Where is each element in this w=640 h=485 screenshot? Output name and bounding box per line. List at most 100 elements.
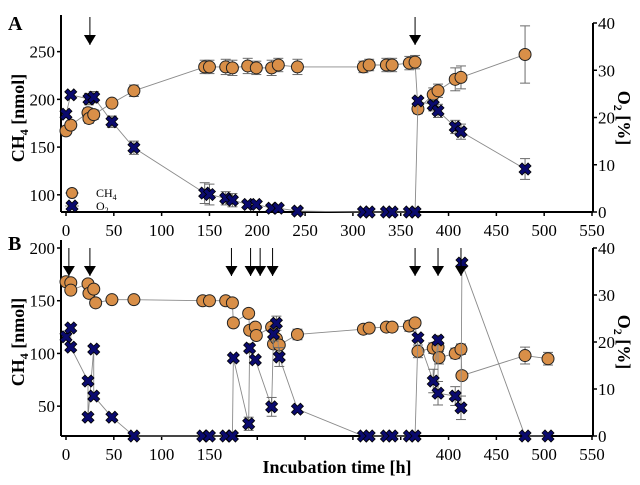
y-tick-label-left: 200 — [30, 239, 56, 258]
y-tick-label-left: 100 — [30, 344, 56, 363]
legend-label-ch4: CH4 — [96, 186, 117, 202]
data-point-o2 — [87, 90, 101, 104]
data-point-o2 — [290, 204, 305, 218]
data-point-ch4 — [105, 293, 119, 307]
data-point-o2 — [362, 429, 376, 443]
data-point-o2 — [266, 327, 281, 341]
data-point-ch4 — [105, 96, 119, 110]
y-tick-label-right: 20 — [598, 333, 615, 352]
data-point-o2 — [127, 429, 141, 443]
data-point-o2 — [105, 115, 119, 129]
x-tick-label: 300 — [340, 221, 366, 240]
data-point-ch4 — [362, 321, 376, 335]
y-tick-label-right: 0 — [598, 203, 607, 222]
data-point-o2 — [411, 94, 425, 108]
y-tick-label-left: 100 — [30, 186, 56, 205]
x-axis-title: Incubation time [h] — [262, 457, 411, 477]
data-point-ch4 — [64, 118, 78, 132]
data-point-o2 — [385, 429, 399, 443]
data-point-o2 — [59, 107, 73, 121]
arrow-head-icon — [83, 266, 96, 276]
x-tick-label: 50 — [105, 445, 122, 464]
data-point-ch4 — [454, 70, 468, 84]
data-point-ch4 — [432, 351, 446, 365]
x-tick-label: 400 — [436, 445, 462, 464]
data-point-ch4 — [518, 349, 532, 363]
data-point-o2 — [265, 400, 279, 414]
data-point-o2 — [225, 429, 239, 443]
data-point-o2 — [105, 410, 119, 424]
x-tick-label: 550 — [579, 445, 605, 464]
x-tick-label: 100 — [149, 221, 175, 240]
data-point-o2 — [81, 410, 95, 424]
data-point-o2 — [87, 389, 101, 403]
data-point-ch4 — [226, 316, 240, 330]
data-point-ch4 — [89, 296, 103, 310]
arrow-head-icon — [225, 266, 238, 276]
data-point-o2 — [454, 125, 468, 139]
legend-marker-o2 — [65, 199, 79, 213]
data-point-o2 — [518, 162, 532, 176]
y-tick-label-right: 30 — [598, 61, 615, 80]
y-tick-label-left: 200 — [30, 90, 56, 109]
x-tick-label: 400 — [436, 221, 462, 240]
data-point-ch4 — [127, 84, 141, 98]
data-point-o2 — [64, 88, 78, 102]
data-point-o2 — [290, 402, 305, 416]
arrow-head-icon — [244, 266, 257, 276]
data-point-o2 — [127, 141, 141, 155]
data-point-ch4 — [541, 352, 555, 366]
data-point-o2 — [202, 429, 217, 443]
x-tick-label: 150 — [197, 445, 223, 464]
data-point-ch4 — [249, 329, 263, 343]
y-axis-title-right: O2 [%] — [611, 91, 634, 146]
panel-label: B — [8, 233, 21, 255]
y-axis-title-left: CH4 [nmol] — [8, 298, 31, 387]
data-point-o2 — [448, 389, 462, 403]
data-point-o2 — [271, 201, 285, 215]
panel-a: 0 50 100 150 200 250 300 350 400 450 500 5501001502… — [8, 13, 634, 240]
y-tick-label-left: 250 — [30, 43, 56, 62]
arrow-head-icon — [409, 266, 422, 276]
y-tick-label-left: 150 — [30, 292, 56, 311]
x-tick-label: 500 — [531, 221, 557, 240]
data-point-o2 — [87, 342, 101, 356]
y-tick-label-left: 150 — [30, 138, 56, 157]
data-point-o2 — [249, 197, 263, 212]
y-tick-label-left: 50 — [38, 397, 55, 416]
data-point-ch4 — [87, 108, 101, 122]
data-point-ch4 — [271, 58, 285, 72]
data-point-ch4 — [408, 55, 422, 69]
arrow-head-icon — [454, 266, 467, 276]
data-point-ch4 — [385, 320, 399, 334]
data-point-ch4 — [249, 61, 263, 75]
data-point-o2 — [59, 330, 73, 344]
data-point-ch4 — [362, 58, 376, 72]
x-tick-label: 0 — [62, 221, 71, 240]
series-line-o2 — [65, 94, 526, 213]
data-point-o2 — [408, 429, 422, 443]
data-point-o2 — [64, 340, 78, 354]
y-tick-label-right: 40 — [598, 14, 615, 33]
data-point-o2 — [225, 193, 239, 207]
data-point-o2 — [426, 374, 440, 388]
y-tick-label-right: 10 — [598, 156, 615, 175]
x-tick-label: 450 — [484, 445, 510, 464]
data-point-ch4 — [290, 60, 304, 74]
x-tick-label: 50 — [105, 221, 122, 240]
data-point-o2 — [272, 350, 286, 364]
x-tick-label: 100 — [149, 445, 175, 464]
data-point-ch4 — [202, 60, 216, 74]
data-point-ch4 — [431, 84, 445, 98]
data-point-o2 — [269, 316, 283, 330]
x-tick-label: 250 — [292, 221, 318, 240]
data-point-o2 — [408, 205, 422, 219]
series-line-o2 — [65, 262, 549, 437]
data-point-ch4 — [202, 294, 216, 308]
arrow-head-icon — [83, 35, 96, 45]
data-point-ch4 — [87, 282, 101, 296]
y-tick-label-right: 10 — [598, 380, 615, 399]
x-tick-label: 0 — [62, 445, 71, 464]
